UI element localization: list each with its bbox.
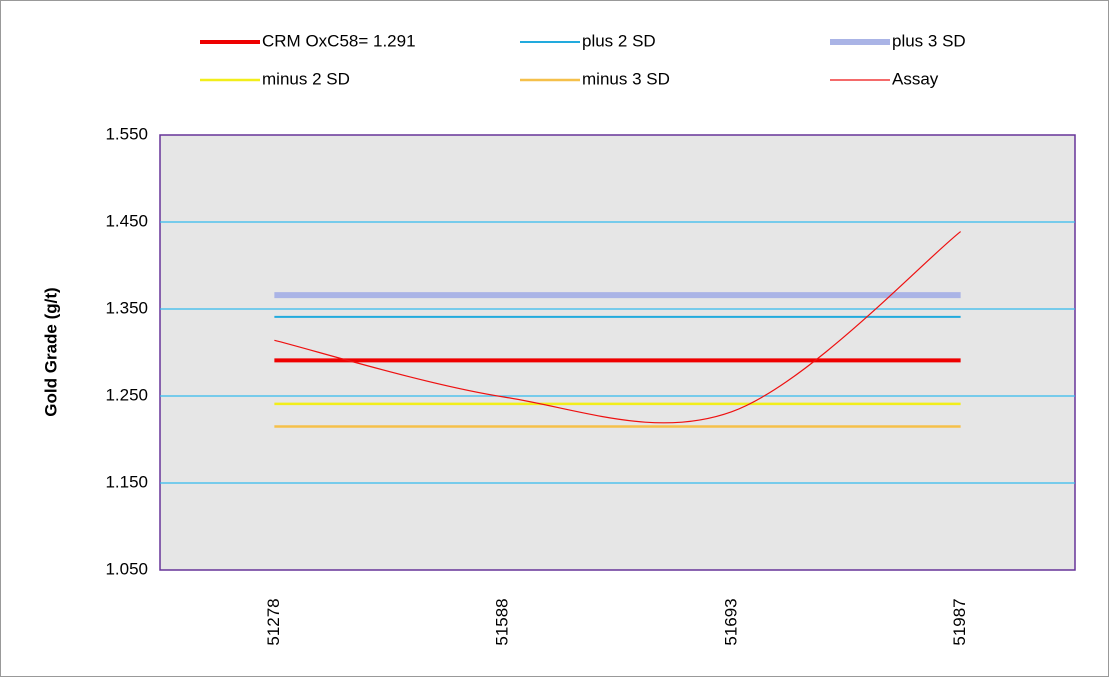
legend-label: CRM OxC58= 1.291 xyxy=(262,31,416,50)
y-tick-label: 1.450 xyxy=(105,211,148,230)
legend-label: minus 2 SD xyxy=(262,69,350,88)
x-tick-label: 51588 xyxy=(493,598,512,645)
y-axis-label: Gold Grade (g/t) xyxy=(41,287,60,416)
y-tick-label: 1.550 xyxy=(105,124,148,143)
legend-label: plus 2 SD xyxy=(582,31,656,50)
y-tick-label: 1.250 xyxy=(105,385,148,404)
legend-label: Assay xyxy=(892,69,939,88)
plot-area xyxy=(159,134,1076,571)
y-tick-label: 1.050 xyxy=(105,559,148,578)
series-line xyxy=(274,231,961,424)
x-tick-label: 51693 xyxy=(721,598,740,645)
legend-label: plus 3 SD xyxy=(892,31,966,50)
y-tick-label: 1.350 xyxy=(105,298,148,317)
x-tick-label: 51278 xyxy=(264,598,283,645)
y-tick-label: 1.150 xyxy=(105,472,148,491)
legend-label: minus 3 SD xyxy=(582,69,670,88)
x-tick-label: 51987 xyxy=(950,598,969,645)
